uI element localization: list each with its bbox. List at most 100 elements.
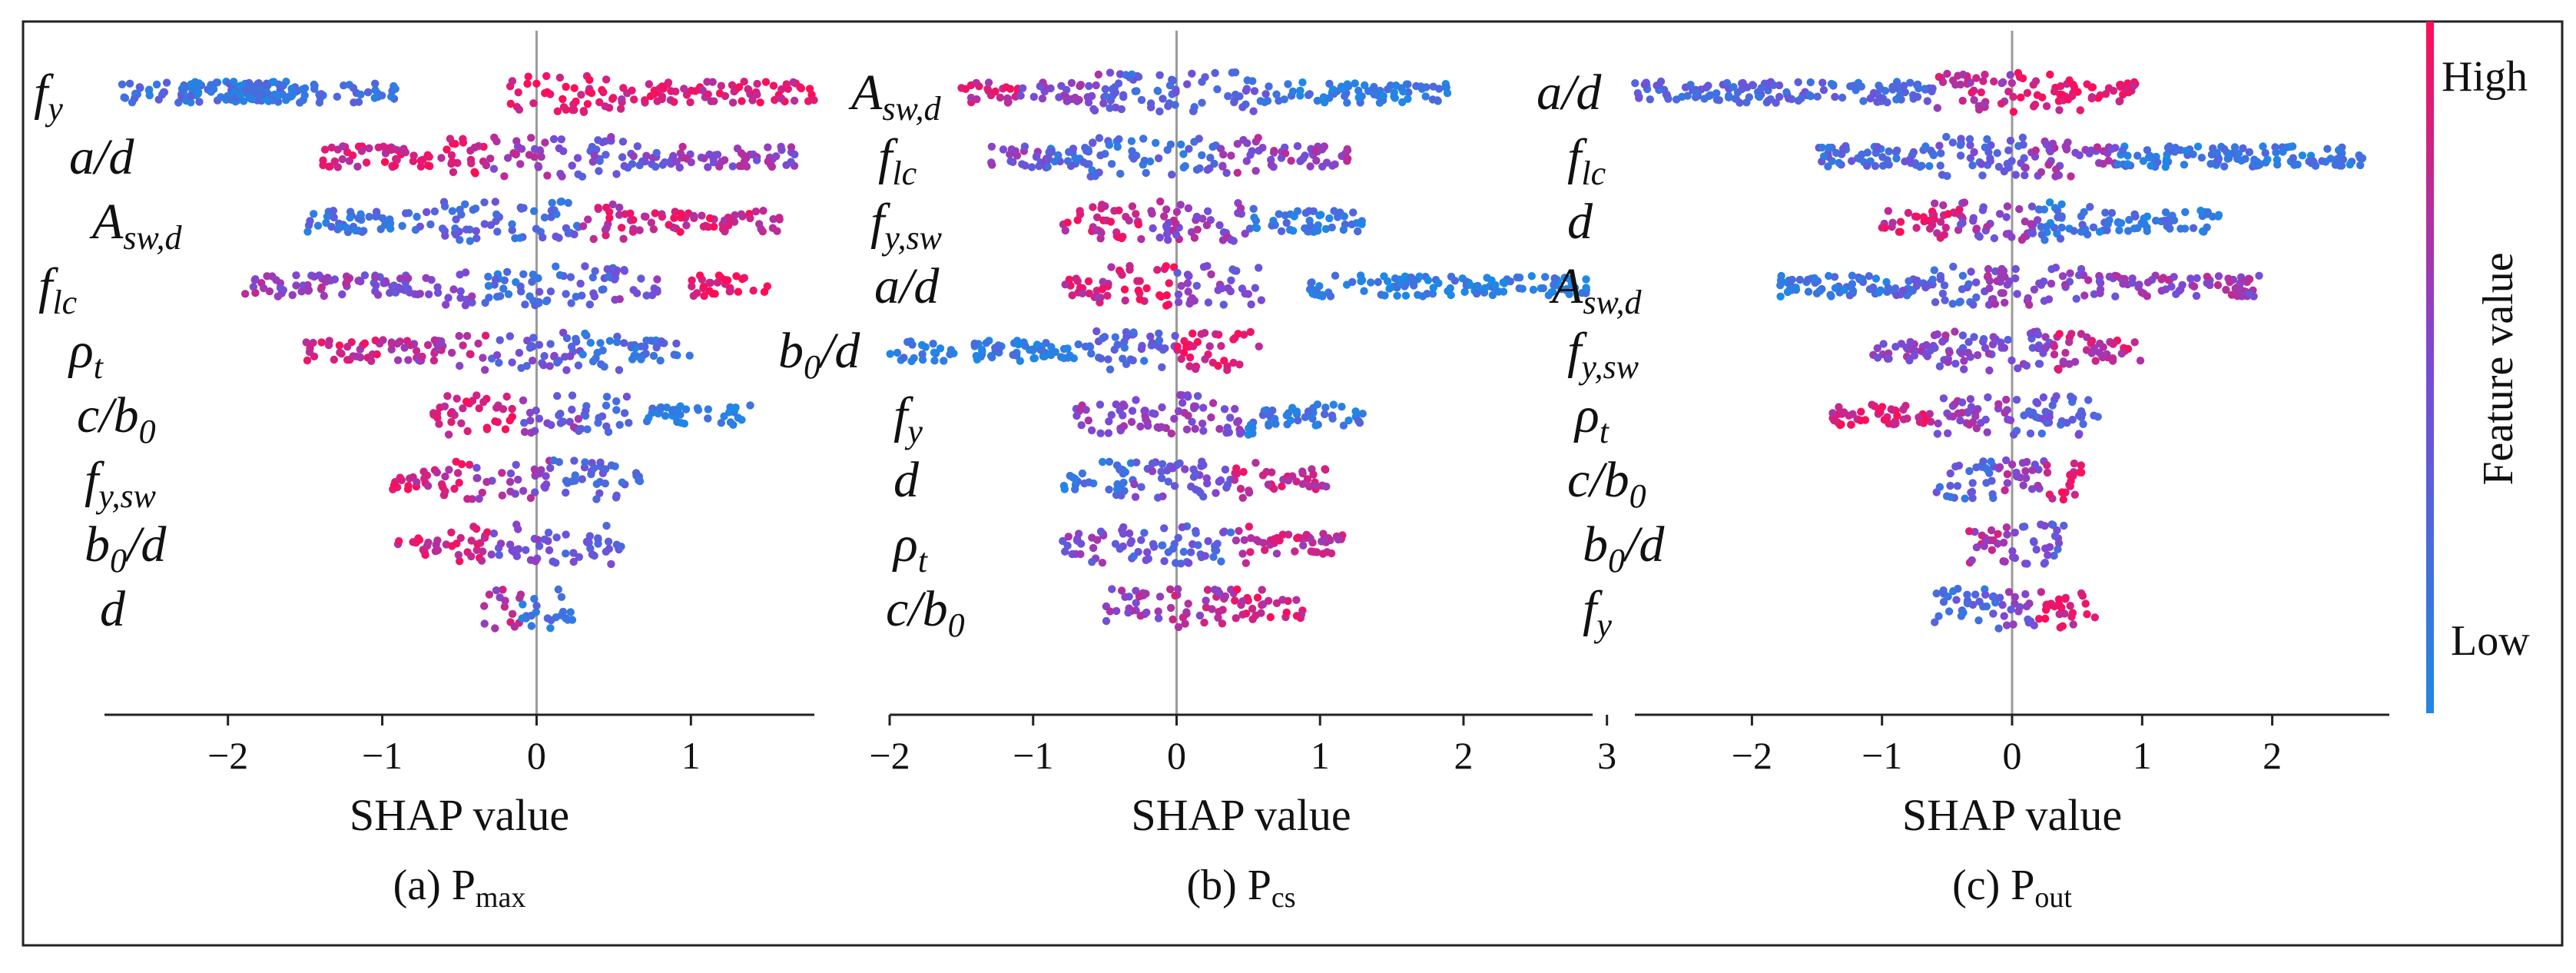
shap-point: [2182, 147, 2190, 155]
shap-point: [1348, 220, 1356, 229]
shap-point: [420, 547, 429, 556]
shap-point: [1358, 220, 1366, 228]
shap-point: [1343, 98, 1351, 107]
shap-point: [903, 337, 912, 347]
shap-point: [1397, 84, 1406, 92]
panel-caption-sub: out: [2034, 882, 2072, 914]
shap-point: [1891, 81, 1901, 89]
shap-point: [484, 281, 493, 291]
shap-point: [1967, 267, 1975, 276]
shap-point: [1857, 407, 1865, 416]
shap-point: [575, 553, 583, 561]
shap-point: [1966, 154, 1975, 162]
shap-point: [2027, 202, 2037, 211]
feature-label: Asw,d: [89, 194, 183, 257]
shap-point: [2006, 136, 2015, 145]
shap-point: [1116, 426, 1126, 435]
shap-point: [1246, 327, 1255, 337]
shap-point: [1847, 420, 1855, 429]
shap-point: [1220, 405, 1229, 413]
shap-point: [1029, 354, 1038, 363]
shap-point: [1013, 151, 1022, 160]
shap-point: [557, 135, 565, 144]
shap-point: [1974, 616, 1983, 625]
shap-point: [1255, 342, 1263, 350]
shap-point: [1305, 207, 1314, 215]
shap-point: [1946, 493, 1955, 501]
shap-point: [1797, 94, 1805, 103]
shap-point: [425, 290, 433, 299]
shap-point: [2056, 234, 2065, 243]
shap-point: [1304, 91, 1313, 99]
shap-point: [1832, 148, 1841, 158]
shap-point: [1171, 331, 1179, 340]
shap-point: [1460, 287, 1469, 296]
shap-point: [1343, 154, 1352, 163]
shap-point: [240, 97, 248, 105]
shap-point: [604, 537, 613, 546]
shap-point: [1965, 527, 1974, 536]
shap-point: [1343, 146, 1352, 154]
shap-point: [1121, 296, 1129, 305]
shap-point: [338, 290, 346, 299]
shap-point: [1156, 198, 1165, 206]
shap-point: [1944, 357, 1952, 367]
shap-point: [1174, 298, 1183, 307]
shap-point: [1891, 419, 1900, 427]
shap-point: [1983, 134, 1991, 144]
shap-point: [1106, 68, 1115, 77]
shap-point: [605, 545, 613, 553]
shap-point: [2131, 212, 2140, 221]
feature-label-sub: y,sw: [881, 219, 942, 257]
shap-point: [2066, 482, 2074, 490]
shap-point: [717, 81, 725, 90]
feature-label: fy: [1583, 581, 1612, 644]
shap-point: [1970, 96, 1978, 105]
shap-point: [703, 78, 711, 86]
shap-point: [1073, 216, 1082, 224]
shap-point: [1247, 534, 1255, 543]
shap-point: [1958, 96, 1967, 105]
shap-point: [2095, 277, 2104, 286]
shap-point: [484, 272, 492, 281]
shap-point: [2107, 144, 2117, 153]
shap-point: [542, 71, 551, 81]
shap-point: [1317, 211, 1325, 219]
shap-point: [1935, 362, 1944, 370]
shap-point: [1038, 95, 1047, 103]
shap-point: [519, 396, 528, 405]
shap-point: [1111, 333, 1120, 341]
shap-point: [1871, 274, 1881, 283]
shap-point: [535, 542, 544, 550]
shap-point: [1284, 530, 1293, 539]
shap-point: [744, 85, 752, 94]
shap-point: [1181, 619, 1189, 628]
shap-point: [1653, 81, 1661, 90]
shap-point: [1178, 523, 1186, 532]
shap-point: [645, 80, 653, 88]
shap-point: [595, 157, 604, 165]
shap-point: [2011, 274, 2020, 283]
shap-point: [1126, 73, 1134, 81]
x-tick-label: 2: [2263, 734, 2282, 777]
shap-point: [530, 595, 539, 603]
shap-point: [492, 403, 501, 412]
shap-point: [893, 348, 902, 357]
shap-point: [615, 203, 624, 212]
shap-point: [1722, 78, 1732, 88]
shap-point: [1945, 348, 1954, 357]
shap-point: [1831, 92, 1839, 101]
shap-point: [378, 91, 386, 100]
shap-point: [543, 171, 552, 180]
shap-point: [1929, 151, 1938, 160]
shap-point: [1944, 607, 1954, 616]
shap-point: [2123, 151, 2132, 160]
feature-label: a/d: [69, 129, 134, 185]
shap-point: [2035, 205, 2044, 214]
shap-point: [1238, 550, 1247, 558]
shap-point: [1248, 423, 1257, 432]
shap-point: [1076, 207, 1084, 215]
shap-point: [1200, 329, 1209, 337]
feature-label-sub: sw,d: [1583, 284, 1642, 321]
